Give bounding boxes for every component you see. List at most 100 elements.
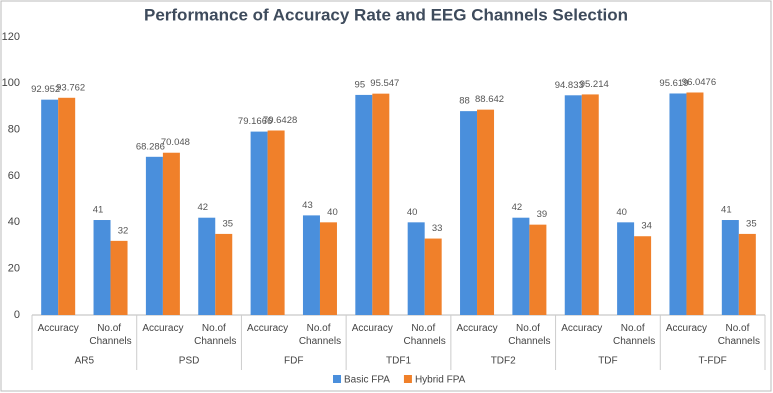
x-tick-label: Accuracy [247, 323, 288, 334]
bar [319, 222, 337, 315]
x-tick-label: No.of Channels [508, 323, 550, 347]
bar [267, 130, 285, 315]
value-label: 41 [721, 205, 732, 216]
x-tick-label: No.of Channels [613, 323, 655, 347]
bar [162, 152, 180, 315]
value-label: 40 [616, 207, 627, 218]
value-label: 35 [222, 218, 233, 229]
x-tick-line: Channels [299, 336, 341, 347]
bar [302, 215, 320, 315]
group-label: TDF [598, 356, 617, 367]
x-tick-line: Accuracy [456, 323, 497, 334]
legend-label: Basic FPA [344, 375, 390, 386]
x-tick-line: No.of [97, 323, 124, 334]
bar [424, 238, 442, 315]
legend-swatch [403, 375, 412, 383]
value-label: 43 [302, 200, 313, 211]
bar [93, 220, 111, 315]
x-tick-line: Accuracy [666, 323, 707, 334]
group-label: FDF [284, 356, 303, 367]
value-label: 35 [746, 218, 757, 229]
x-tick-label: No.of Channels [89, 323, 131, 347]
y-tick-label: 80 [8, 124, 20, 136]
value-label: 94.833 [555, 80, 584, 91]
bar [460, 111, 478, 315]
value-label: 95 [355, 79, 366, 90]
group-label: PSD [179, 356, 200, 367]
group-label: TDF2 [491, 356, 516, 367]
bar [58, 97, 76, 315]
value-label: 32 [118, 225, 129, 236]
group-label: TDF1 [386, 356, 411, 367]
bar [110, 240, 128, 315]
group-label: AR5 [75, 356, 95, 367]
value-label: 79.6428 [263, 115, 297, 126]
value-label: 39 [537, 209, 548, 220]
bar [564, 95, 582, 315]
bar [634, 236, 652, 315]
value-label: 96.0476 [682, 77, 716, 88]
x-tick-line: Channels [508, 336, 550, 347]
value-label: 42 [512, 202, 523, 213]
legend-label: Hybrid FPA [415, 375, 466, 386]
bar [145, 156, 163, 315]
legend-swatch [333, 375, 341, 383]
x-tick-line: Channels [404, 336, 446, 347]
bar [41, 99, 59, 316]
x-tick-line: No.of [411, 323, 438, 334]
value-label: 68.286 [136, 141, 165, 152]
bar [372, 93, 390, 316]
x-tick-label: Accuracy [666, 323, 707, 334]
x-tick-line: No.of [725, 323, 752, 334]
x-tick-line: Channels [718, 336, 760, 347]
value-label: 93.762 [56, 82, 85, 93]
value-label: 34 [641, 221, 652, 232]
group-label: T-FDF [698, 356, 726, 367]
x-tick-line: Channels [194, 336, 236, 347]
value-label: 79.1666 [238, 116, 272, 127]
bar [477, 109, 495, 316]
bar [617, 222, 635, 315]
value-label: 95.214 [580, 79, 609, 90]
x-tick-line: Accuracy [38, 323, 79, 334]
bar [198, 217, 216, 315]
value-label: 92.952 [31, 84, 60, 95]
x-tick-line: No.of [516, 323, 543, 334]
value-label: 88.642 [475, 94, 504, 105]
y-tick-label: 0 [14, 309, 20, 321]
bar [407, 222, 425, 315]
value-label: 95.619 [659, 78, 688, 89]
value-label: 40 [407, 207, 418, 218]
bar [529, 224, 547, 315]
value-label: 88 [459, 96, 470, 107]
x-tick-line: Accuracy [247, 323, 288, 334]
x-tick-label: No.of Channels [299, 323, 341, 347]
x-tick-label: Accuracy [38, 323, 79, 334]
x-tick-label: No.of Channels [194, 323, 236, 347]
x-tick-label: No.of Channels [404, 323, 446, 347]
bar [581, 94, 599, 315]
value-label: 41 [93, 205, 104, 216]
bar [686, 92, 704, 316]
x-tick-line: Accuracy [561, 323, 602, 334]
value-label: 42 [197, 202, 208, 213]
y-tick-label: 60 [8, 170, 20, 182]
x-tick-label: Accuracy [456, 323, 497, 334]
x-tick-label: Accuracy [352, 323, 393, 334]
x-tick-label: No.of Channels [718, 323, 760, 347]
y-tick-label: 120 [2, 31, 20, 43]
x-tick-line: No.of [621, 323, 648, 334]
chart-title: Performance of Accuracy Rate and EEG Cha… [144, 5, 628, 24]
bar [738, 233, 756, 315]
bar [721, 220, 739, 315]
x-tick-line: Channels [613, 336, 655, 347]
x-tick-label: Accuracy [142, 323, 183, 334]
x-tick-line: No.of [307, 323, 334, 334]
value-label: 70.048 [161, 137, 190, 148]
value-label: 33 [432, 223, 443, 234]
x-tick-line: No.of [202, 323, 229, 334]
bar [355, 94, 373, 316]
x-tick-line: Accuracy [142, 323, 183, 334]
y-tick-label: 100 [2, 77, 20, 89]
